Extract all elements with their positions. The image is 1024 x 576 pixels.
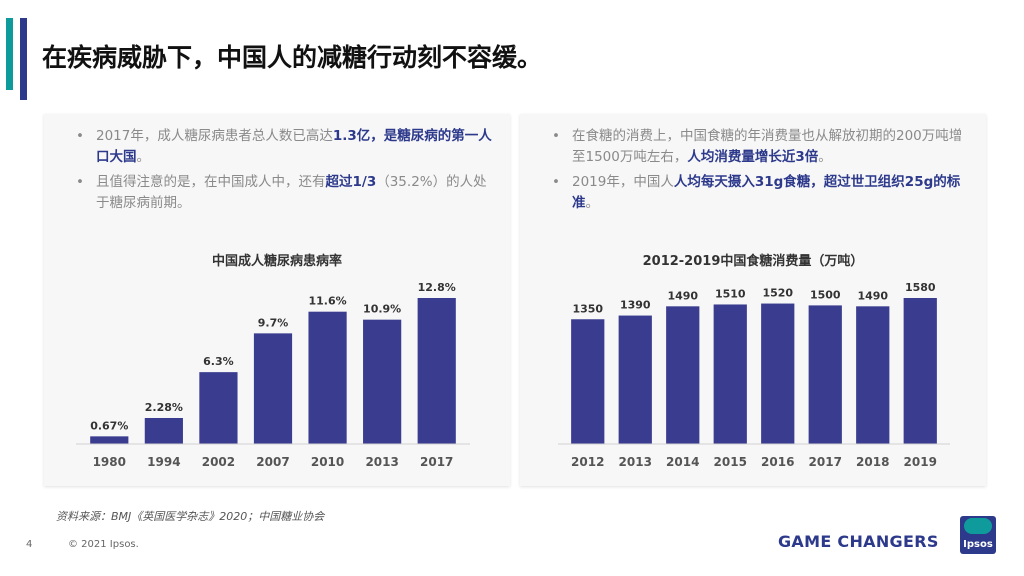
x-tick-2007: 2007 [256, 455, 289, 469]
bullet-item: 在食糖的消费上，中国食糖的年消费量也从解放初期的200万吨增至1500万吨左右，… [548, 126, 968, 168]
data-label-2002: 6.3% [203, 355, 234, 368]
data-label-2013: 1390 [620, 299, 651, 312]
bar-2017 [808, 305, 842, 444]
game-changers-tagline: GAME CHANGERS [778, 532, 939, 551]
bullet-text: 。 [585, 195, 600, 211]
bar-2014 [666, 306, 700, 444]
x-tick-1980: 1980 [93, 455, 126, 469]
bullet-text: 在食糖的消费上，中国食糖的年消费量也从解放初期的200万吨增至1500万吨左右， [572, 128, 963, 165]
bullet-text: 2017年，成人糖尿病患者总人数已高达 [96, 128, 333, 144]
slide-title: 在疾病威胁下，中国人的减糖行动刻不容缓。 [42, 43, 543, 72]
bullet-text: 且值得注意的是，在中国成人中，还有 [96, 174, 326, 190]
data-label-2013: 10.9% [363, 303, 401, 316]
x-tick-2015: 2015 [714, 455, 747, 469]
copyright: © 2021 Ipsos. [68, 539, 139, 550]
source-note: 资料来源：BMJ《英国医学杂志》2020；中国糖业协会 [56, 510, 325, 523]
data-label-2010: 11.6% [308, 295, 346, 308]
diabetes-prevalence-chart: 0.67% 1980 2.28% 1994 6.3% 2002 9.7% 2007 11.6% 2… [76, 281, 470, 469]
chart-title-diabetes: 中国成人糖尿病患病率 [211, 254, 342, 269]
bar-2013 [618, 315, 652, 444]
bullet-text: 。 [136, 149, 151, 165]
x-tick-2010: 2010 [311, 455, 344, 469]
bar-2007 [253, 333, 293, 444]
logo-text: Ipsos [963, 539, 993, 550]
bullet-item: 且值得注意的是，在中国成人中，还有超过1/3（35.2%）的人处于糖尿病前期。 [72, 172, 492, 214]
bar-2018 [856, 306, 890, 444]
left-bullet-list: 2017年，成人糖尿病患者总人数已高达1.3亿，是糖尿病的第一人口大国。 且值得… [72, 126, 492, 218]
bullet-highlight: 超过1/3 [325, 174, 377, 190]
data-label-1994: 2.28% [145, 401, 183, 414]
bar-1980 [90, 436, 129, 444]
bullet-text: （35.2%）的人处于糖尿病前期。 [96, 174, 487, 211]
data-label-2012: 1350 [572, 302, 603, 315]
data-label-2007: 9.7% [258, 316, 289, 329]
left-panel: 2017年，成人糖尿病患者总人数已高达1.3亿，是糖尿病的第一人口大国。 且值得… [44, 114, 510, 486]
x-tick-2017: 2017 [420, 455, 453, 469]
bullet-text: 2019年，中国人 [572, 174, 674, 190]
bullet-text: 。 [818, 149, 832, 165]
sugar-consumption-chart: 1350 2012 1390 2013 1490 2014 1510 2015 1520 2016… [558, 281, 950, 469]
x-tick-2013: 2013 [365, 455, 398, 469]
bar-2010 [308, 311, 347, 444]
x-tick-2014: 2014 [666, 455, 699, 469]
data-label-2015: 1510 [715, 287, 746, 300]
right-bullet-list: 在食糖的消费上，中国食糖的年消费量也从解放初期的200万吨增至1500万吨左右，… [548, 126, 968, 218]
data-label-2017: 12.8% [418, 281, 456, 294]
bar-1994 [144, 417, 183, 444]
x-tick-2019: 2019 [904, 455, 937, 469]
x-tick-2016: 2016 [761, 455, 794, 469]
x-tick-2018: 2018 [856, 455, 889, 469]
ipsos-logo: Ipsos [960, 516, 996, 554]
page-number: 4 [26, 539, 33, 550]
bullet-highlight: 1.3亿，是糖尿病的第一人口大国 [96, 128, 492, 165]
bar-2012 [571, 319, 605, 444]
data-label-2017: 1500 [810, 288, 841, 301]
bar-2002 [199, 372, 238, 444]
bullet-item: 2019年，中国人人均每天摄入31g食糖，超过世卫组织25g的标准。 [548, 172, 968, 214]
data-label-2018: 1490 [857, 289, 888, 302]
data-label-2014: 1490 [667, 289, 698, 302]
data-label-2019: 1580 [905, 281, 936, 294]
x-tick-1994: 1994 [147, 455, 180, 469]
data-label-2016: 1520 [762, 287, 793, 300]
title-accent-bar-teal [6, 18, 13, 90]
bar-2013 [363, 319, 402, 444]
right-panel: 在食糖的消费上，中国食糖的年消费量也从解放初期的200万吨增至1500万吨左右，… [520, 114, 986, 486]
bar-2016 [761, 303, 795, 444]
bar-2019 [903, 298, 937, 444]
x-tick-2012: 2012 [571, 455, 604, 469]
x-tick-2013: 2013 [619, 455, 652, 469]
x-tick-2017: 2017 [809, 455, 842, 469]
bullet-item: 2017年，成人糖尿病患者总人数已高达1.3亿，是糖尿病的第一人口大国。 [72, 126, 492, 168]
title-accent-bar-navy [20, 18, 27, 100]
bar-2017 [417, 298, 456, 444]
x-tick-2002: 2002 [202, 455, 235, 469]
bar-2015 [713, 304, 747, 444]
bullet-highlight: 人均每天摄入31g食糖，超过世卫组织25g的标准 [572, 174, 961, 211]
data-label-1980: 0.67% [90, 419, 128, 432]
chart-title-sugar: 2012-2019中国食糖消费量（万吨） [642, 254, 864, 269]
bullet-highlight: 人均消费量增长近3倍 [687, 149, 819, 165]
